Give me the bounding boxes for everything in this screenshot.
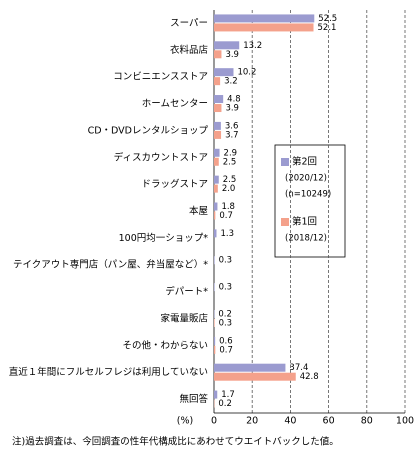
legend-note: (n=10249) xyxy=(285,190,331,200)
y-tick-label: 本屋 xyxy=(189,205,208,217)
bar xyxy=(214,157,219,166)
y-tick-label: 100円均一ショップ* xyxy=(119,232,209,244)
bar xyxy=(214,95,224,104)
value-label: 37.4 xyxy=(289,363,308,373)
value-label: 3.6 xyxy=(225,121,239,131)
bar xyxy=(214,130,222,139)
value-label: 4.8 xyxy=(227,95,241,105)
y-tick-label: その他・わからない xyxy=(122,339,208,351)
bar xyxy=(214,14,315,23)
legend-note: (2020/12) xyxy=(285,174,327,184)
x-tick-label: 40 xyxy=(284,416,296,427)
value-label: 3.2 xyxy=(224,77,238,87)
bar xyxy=(214,175,219,184)
y-tick-label: スーパー xyxy=(170,18,208,29)
y-tick-label: デパート* xyxy=(165,286,208,298)
bar xyxy=(214,41,240,50)
legend-label: 第1回 xyxy=(292,216,317,228)
bar xyxy=(214,68,234,77)
value-label: 2.5 xyxy=(223,175,237,185)
value-label: 42.8 xyxy=(300,372,319,382)
value-label: 0.7 xyxy=(219,211,233,221)
value-label: 3.9 xyxy=(225,104,239,114)
legend-label: 第2回 xyxy=(292,156,317,168)
x-axis-label: (%) xyxy=(177,416,193,427)
value-label: 10.2 xyxy=(237,68,256,78)
bar xyxy=(214,336,216,345)
value-label: 3.7 xyxy=(225,130,239,140)
bar xyxy=(214,283,215,292)
value-label: 13.2 xyxy=(243,41,262,51)
y-tick-label: 家電量販店 xyxy=(160,312,208,324)
value-label: 1.3 xyxy=(220,229,234,239)
x-tick-label: 60 xyxy=(323,416,335,427)
bar xyxy=(214,345,216,354)
x-tick-label: 80 xyxy=(361,416,373,427)
value-label: 0.3 xyxy=(219,318,233,328)
y-tick-label: テイクアウト専門店（パン屋、弁当屋など）* xyxy=(13,259,208,271)
bar xyxy=(214,121,221,130)
value-label: 0.2 xyxy=(218,309,232,319)
x-tick-label: 0 xyxy=(211,416,217,427)
legend-swatch xyxy=(281,218,289,226)
bar xyxy=(214,229,217,238)
value-label: 2.0 xyxy=(222,184,236,194)
value-label: 0.2 xyxy=(218,399,232,409)
bar xyxy=(214,50,222,59)
bar xyxy=(214,256,215,265)
bar xyxy=(214,372,296,381)
y-tick-label: ドラッグストア xyxy=(141,178,208,190)
value-label: 52.1 xyxy=(318,23,337,33)
value-label: 1.7 xyxy=(221,390,235,400)
value-label: 2.9 xyxy=(224,148,238,158)
y-tick-label: コンビニエンスストア xyxy=(113,72,208,83)
y-tick-label: ホームセンター xyxy=(142,99,208,110)
y-tick-label: 衣料品店 xyxy=(170,44,208,56)
bar xyxy=(214,211,216,220)
value-label: 0.3 xyxy=(219,256,233,266)
value-label: 0.6 xyxy=(219,336,233,346)
y-tick-label: 直近１年間にフルセルフレジは利用していない xyxy=(9,366,208,378)
footnote: 注)過去調査は、今回調査の性年代構成比にあわせてウエイトバックした値。 xyxy=(12,436,339,448)
bar xyxy=(214,104,222,113)
y-tick-label: ディスカウントストア xyxy=(114,151,208,163)
y-tick-label: 無回答 xyxy=(179,393,208,405)
value-label: 1.8 xyxy=(221,202,235,212)
bar xyxy=(214,184,218,193)
value-label: 3.9 xyxy=(225,50,239,60)
bar xyxy=(214,363,286,372)
value-label: 0.3 xyxy=(219,283,233,293)
bar xyxy=(214,318,215,327)
value-label: 0.7 xyxy=(219,345,233,355)
bar xyxy=(214,77,221,86)
bar xyxy=(214,23,314,32)
bar xyxy=(214,390,218,399)
bar xyxy=(214,148,220,157)
legend-swatch xyxy=(281,158,289,166)
bar xyxy=(214,202,218,211)
legend-note: (2018/12) xyxy=(285,234,327,244)
value-label: 52.5 xyxy=(318,14,337,24)
x-tick-label: 100 xyxy=(396,416,414,427)
x-tick-label: 20 xyxy=(246,416,258,427)
y-tick-label: CD・DVDレンタルショップ xyxy=(88,125,209,136)
value-label: 2.5 xyxy=(223,157,237,167)
